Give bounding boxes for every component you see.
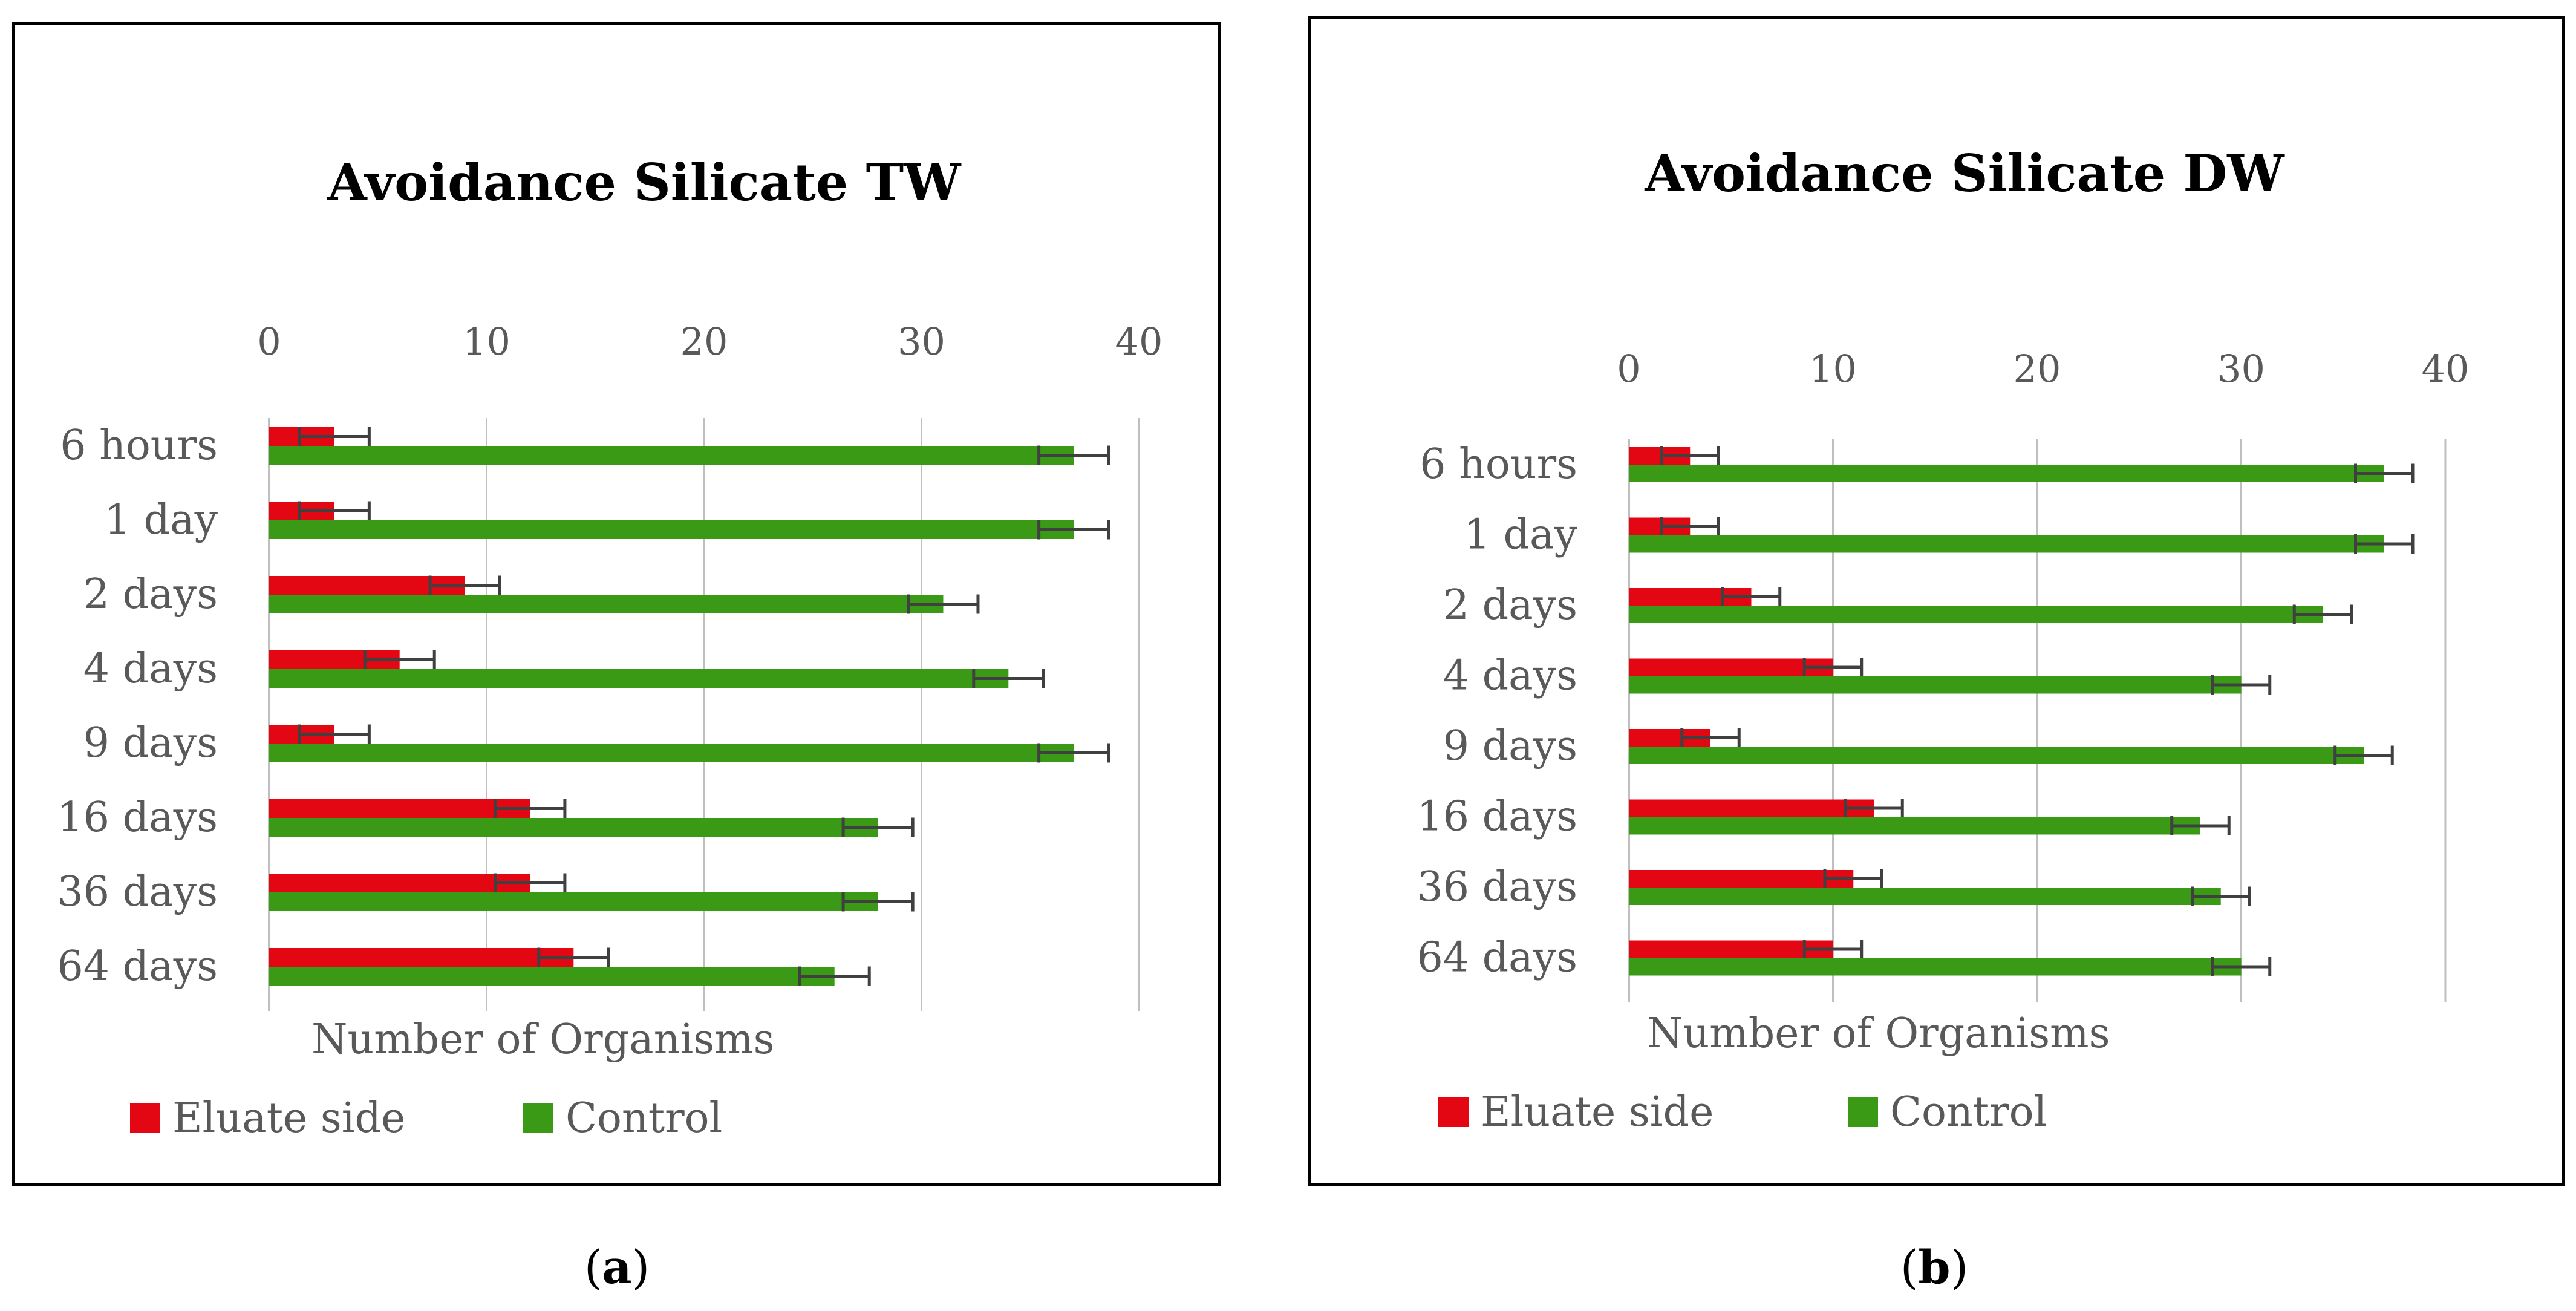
- bar-control: [1629, 676, 2242, 694]
- bar-control: [269, 967, 835, 986]
- bar-control: [1629, 958, 2242, 976]
- legend-label: Control: [1890, 1088, 2047, 1136]
- category-label: 9 days: [83, 719, 218, 767]
- category-label: 2 days: [83, 570, 218, 618]
- chart-title: Avoidance Silicate DW: [1644, 143, 2285, 203]
- bar-eluate-side: [269, 948, 574, 967]
- x-tick-label: 40: [2422, 347, 2470, 391]
- bar-eluate-side: [269, 874, 530, 892]
- category-label: 64 days: [1417, 934, 1577, 982]
- bar-control: [269, 595, 944, 613]
- bar-control: [1629, 465, 2384, 482]
- bar-control: [1629, 535, 2384, 553]
- caption-a: (a): [584, 1240, 650, 1294]
- x-tick-label: 30: [898, 319, 945, 364]
- legend-label: Eluate side: [1481, 1088, 1714, 1136]
- bar-control: [269, 744, 1074, 762]
- x-tick-label: 0: [1617, 347, 1640, 391]
- x-tick-label: 20: [2014, 347, 2061, 391]
- category-label: 16 days: [57, 794, 218, 842]
- chart-panel-b: Avoidance Silicate DW 0 10 20 30 40 6 hours 1 d…: [1308, 16, 2565, 1186]
- x-tick-label: 30: [2217, 347, 2265, 391]
- bar-eluate-side: [1629, 870, 1854, 888]
- bar-control: [269, 446, 1074, 465]
- x-tick-label: 10: [463, 319, 510, 364]
- legend-swatch: [1438, 1097, 1469, 1127]
- x-tick-label: 0: [257, 319, 281, 364]
- bar-control: [1629, 817, 2200, 835]
- legend-label: Eluate side: [172, 1094, 405, 1142]
- bar-control: [269, 520, 1074, 539]
- chart-title: Avoidance Silicate TW: [327, 152, 962, 212]
- bar-eluate-side: [1629, 799, 1874, 817]
- x-tick-label: 40: [1115, 319, 1163, 364]
- category-label: 4 days: [1443, 652, 1577, 700]
- legend-swatch: [130, 1103, 160, 1133]
- legend-swatch: [1848, 1097, 1878, 1127]
- bar-eluate-side: [1629, 658, 1833, 676]
- bar-eluate-side: [269, 799, 530, 818]
- x-tick-label: 10: [1809, 347, 1857, 391]
- bar-eluate-side: [1629, 940, 1833, 958]
- bar-control: [269, 892, 878, 911]
- chart-panel-a: Avoidance Silicate TW 0 10 20 30 40 6 hours 1 d…: [12, 22, 1221, 1186]
- legend-swatch: [523, 1103, 553, 1133]
- category-label: 2 days: [1443, 581, 1577, 629]
- bar-control: [1629, 747, 2364, 764]
- x-axis-label: Number of Organisms: [1647, 1010, 2110, 1058]
- chart-svg-b: Avoidance Silicate DW 0 10 20 30 40 6 hours 1 d…: [1417, 143, 2470, 1136]
- category-label: 36 days: [1417, 863, 1577, 911]
- category-label: 6 hours: [1420, 440, 1577, 488]
- legend-label: Control: [566, 1094, 722, 1142]
- bar-control: [1629, 888, 2221, 905]
- category-label: 9 days: [1443, 722, 1577, 770]
- chart-svg-a: Avoidance Silicate TW 0 10 20 30 40 6 hours 1 d…: [57, 152, 1163, 1142]
- category-label: 1 day: [105, 496, 218, 544]
- category-label: 64 days: [57, 943, 218, 990]
- caption-b: (b): [1900, 1240, 1969, 1294]
- category-label: 16 days: [1417, 793, 1577, 841]
- category-label: 4 days: [83, 645, 218, 693]
- category-label: 36 days: [57, 868, 218, 916]
- category-label: 6 hours: [60, 422, 218, 469]
- x-tick-label: 20: [680, 319, 728, 364]
- bar-control: [269, 818, 878, 837]
- x-axis-label: Number of Organisms: [311, 1016, 775, 1064]
- bar-control: [269, 669, 1009, 688]
- category-label: 1 day: [1464, 511, 1578, 559]
- bar-control: [1629, 606, 2323, 623]
